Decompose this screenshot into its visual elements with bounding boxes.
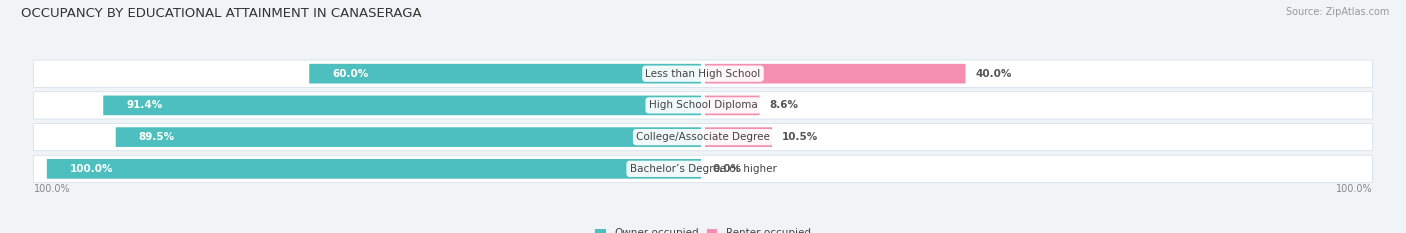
FancyBboxPatch shape	[34, 123, 1372, 151]
Text: Less than High School: Less than High School	[645, 69, 761, 79]
FancyBboxPatch shape	[115, 127, 702, 147]
FancyBboxPatch shape	[704, 127, 772, 147]
Text: 8.6%: 8.6%	[769, 100, 799, 110]
FancyBboxPatch shape	[704, 96, 759, 115]
Text: 91.4%: 91.4%	[127, 100, 163, 110]
Text: 89.5%: 89.5%	[139, 132, 174, 142]
Text: 40.0%: 40.0%	[976, 69, 1012, 79]
Text: 0.0%: 0.0%	[713, 164, 742, 174]
FancyBboxPatch shape	[46, 159, 702, 179]
FancyBboxPatch shape	[34, 92, 1372, 119]
FancyBboxPatch shape	[309, 64, 702, 83]
FancyBboxPatch shape	[34, 155, 1372, 182]
FancyBboxPatch shape	[704, 64, 966, 83]
Text: 100.0%: 100.0%	[34, 184, 70, 194]
Text: OCCUPANCY BY EDUCATIONAL ATTAINMENT IN CANASERAGA: OCCUPANCY BY EDUCATIONAL ATTAINMENT IN C…	[21, 7, 422, 20]
FancyBboxPatch shape	[34, 60, 1372, 87]
Legend: Owner-occupied, Renter-occupied: Owner-occupied, Renter-occupied	[591, 224, 815, 233]
Text: 100.0%: 100.0%	[1336, 184, 1372, 194]
Text: High School Diploma: High School Diploma	[648, 100, 758, 110]
Text: Bachelor’s Degree or higher: Bachelor’s Degree or higher	[630, 164, 776, 174]
Text: 10.5%: 10.5%	[782, 132, 818, 142]
Text: Source: ZipAtlas.com: Source: ZipAtlas.com	[1285, 7, 1389, 17]
Text: 60.0%: 60.0%	[332, 69, 368, 79]
Text: College/Associate Degree: College/Associate Degree	[636, 132, 770, 142]
Text: 100.0%: 100.0%	[70, 164, 114, 174]
FancyBboxPatch shape	[103, 96, 702, 115]
